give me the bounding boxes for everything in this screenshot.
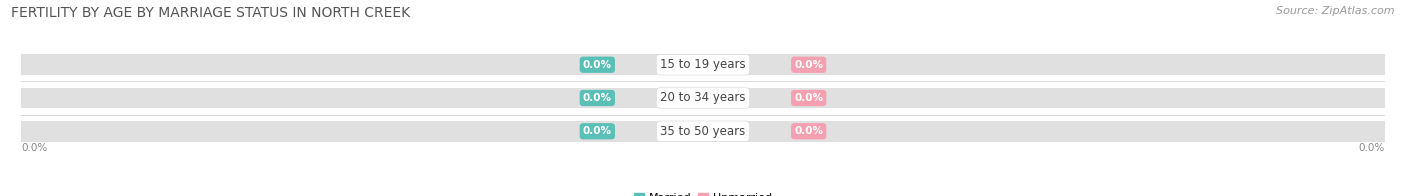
Text: 0.0%: 0.0%: [583, 60, 612, 70]
Text: 20 to 34 years: 20 to 34 years: [661, 92, 745, 104]
Bar: [21, 121, 1385, 142]
Text: 0.0%: 0.0%: [583, 126, 612, 136]
Text: FERTILITY BY AGE BY MARRIAGE STATUS IN NORTH CREEK: FERTILITY BY AGE BY MARRIAGE STATUS IN N…: [11, 6, 411, 20]
Legend: Married, Unmarried: Married, Unmarried: [630, 189, 776, 196]
Text: 15 to 19 years: 15 to 19 years: [661, 58, 745, 71]
Text: 35 to 50 years: 35 to 50 years: [661, 125, 745, 138]
Bar: [21, 54, 1385, 75]
Bar: [21, 88, 1385, 108]
Text: 0.0%: 0.0%: [794, 126, 823, 136]
Text: 0.0%: 0.0%: [794, 93, 823, 103]
Text: Source: ZipAtlas.com: Source: ZipAtlas.com: [1277, 6, 1395, 16]
Text: 0.0%: 0.0%: [21, 143, 48, 153]
Text: 0.0%: 0.0%: [583, 93, 612, 103]
Text: 0.0%: 0.0%: [794, 60, 823, 70]
Text: 0.0%: 0.0%: [1358, 143, 1385, 153]
